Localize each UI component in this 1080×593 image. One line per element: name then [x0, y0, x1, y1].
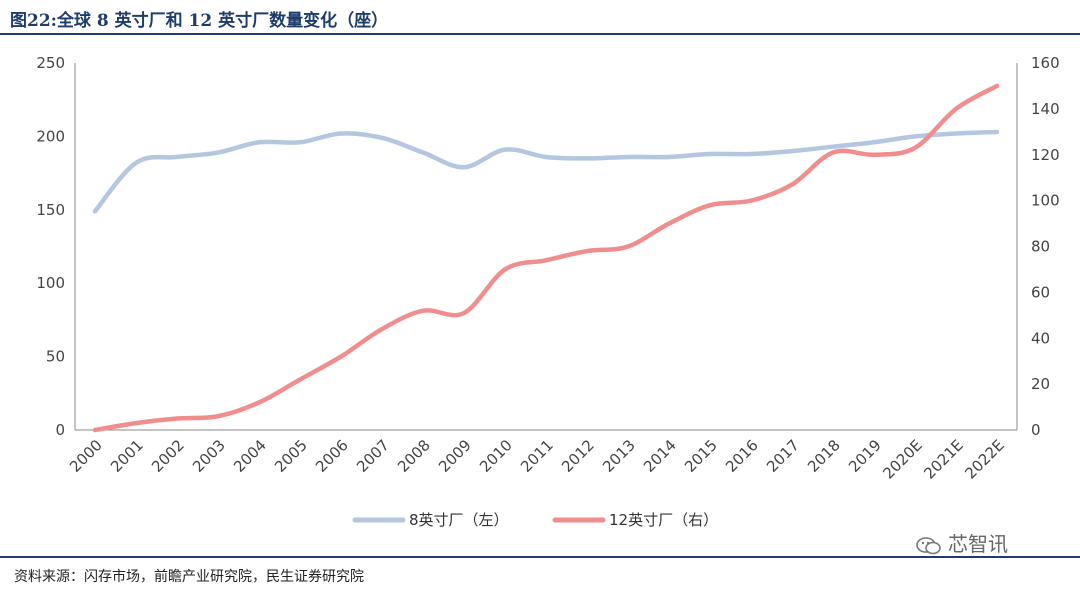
left-tick-label: 200: [36, 127, 65, 145]
source-note: 资料来源：闪存市场，前瞻产业研究院，民生证券研究院: [14, 569, 364, 585]
x-tick-label: 2014: [640, 436, 680, 476]
x-tick-label: 2018: [804, 436, 844, 476]
right-tick-label: 100: [1031, 192, 1060, 210]
series-line-2: [92, 83, 1000, 433]
x-tick-label: 2004: [230, 436, 270, 476]
chart-title: 图22:全球 8 英寸厂和 12 英寸厂数量变化（座）: [10, 11, 389, 31]
x-tick-label: 2006: [312, 436, 352, 476]
x-tick-label: 2005: [271, 436, 311, 476]
right-tick-label: 160: [1031, 54, 1060, 72]
x-tick-label: 2017: [763, 436, 803, 476]
x-tick-label: 2012: [558, 436, 598, 476]
x-tick-label: 2013: [599, 436, 639, 476]
chart-axes: [74, 63, 1018, 431]
legend-label-1: 8英寸厂（左）: [409, 511, 509, 529]
x-tick-label: 2003: [189, 436, 229, 476]
watermark: 芯智讯: [916, 528, 1008, 557]
x-tick-label: 2021E: [920, 436, 966, 482]
legend: 8英寸厂（左） 12英寸厂（右）: [352, 511, 718, 529]
footer-divider: [0, 556, 1080, 558]
left-tick-label: 0: [55, 421, 65, 439]
x-tick-label: 2011: [517, 436, 557, 476]
left-tick-label: 100: [36, 274, 65, 292]
left-tick-label: 250: [36, 54, 65, 72]
x-tick-label: 2001: [107, 436, 147, 476]
watermark-text: 芯智讯: [948, 532, 1008, 556]
x-tick-label: 2002: [148, 436, 188, 476]
right-tick-label: 60: [1031, 283, 1050, 301]
right-tick-label: 120: [1031, 146, 1060, 164]
title-divider: [0, 33, 1080, 35]
x-tick-label: 2022E: [961, 436, 1007, 482]
x-axis-ticks: 2000 2001 2002 2003 2004 2005 2006 2007 2008 2009…: [66, 436, 1008, 482]
chart: 0 50 100 150 200 250 0 20 40 60 80 100 120 140 160 20…: [36, 54, 1060, 529]
x-tick-label: 2016: [722, 436, 762, 476]
x-tick-label: 2000: [66, 436, 106, 476]
series-line-1: [92, 129, 1000, 214]
left-tick-label: 50: [46, 348, 65, 366]
x-tick-label: 2015: [681, 436, 721, 476]
right-tick-label: 20: [1031, 375, 1050, 393]
wechat-icon: [916, 536, 941, 554]
x-tick-label: 2009: [435, 436, 475, 476]
x-tick-label: 2010: [476, 436, 516, 476]
right-tick-label: 0: [1031, 421, 1041, 439]
right-tick-label: 140: [1031, 100, 1060, 118]
legend-label-2: 12英寸厂（右）: [609, 511, 718, 529]
x-tick-label: 2020E: [879, 436, 925, 482]
series-lines: [92, 83, 1000, 433]
x-tick-label: 2007: [353, 436, 393, 476]
left-axis-ticks: 0 50 100 150 200 250: [36, 54, 65, 439]
right-tick-label: 80: [1031, 238, 1050, 256]
x-tick-label: 2008: [394, 436, 434, 476]
right-tick-label: 40: [1031, 329, 1050, 347]
right-axis-ticks: 0 20 40 60 80 100 120 140 160: [1031, 54, 1060, 439]
left-tick-label: 150: [36, 201, 65, 219]
